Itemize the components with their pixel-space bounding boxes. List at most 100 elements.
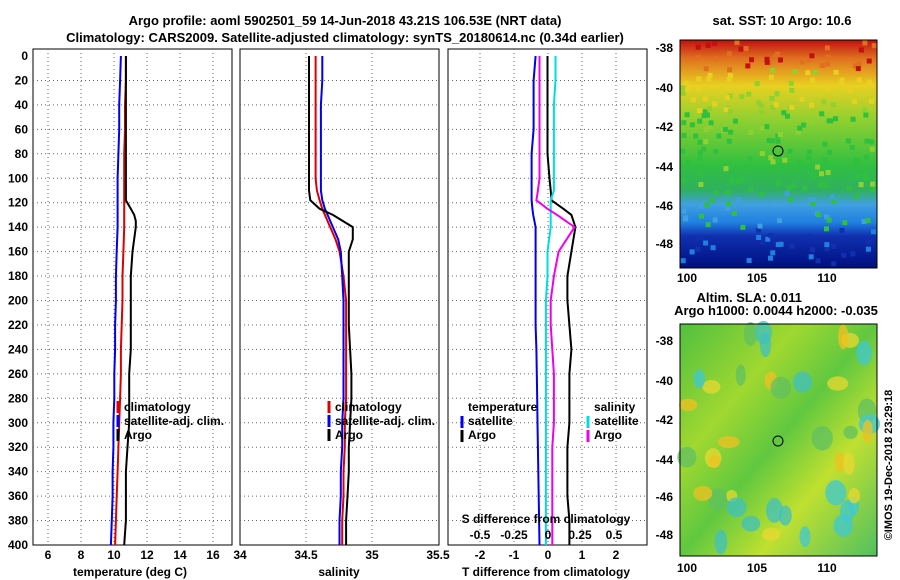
sst-pixel — [726, 51, 732, 57]
sst-pixel — [696, 86, 702, 92]
sst-pixel — [759, 191, 765, 197]
sst-pixel — [810, 77, 815, 83]
sst-pixel — [825, 54, 831, 60]
sst-pixel — [824, 242, 830, 248]
sst-lon-tick: 105 — [747, 271, 767, 285]
sst-pixel — [703, 139, 709, 145]
sst-pixel — [849, 145, 855, 150]
depth-tick-label: 200 — [8, 294, 28, 308]
sla-blob — [726, 497, 747, 518]
sst-pixel — [724, 205, 730, 210]
sst-pixel — [871, 43, 877, 49]
sdiff-tick-neg0-5: -0.5 — [470, 528, 491, 542]
sst-pixel — [703, 66, 709, 72]
salinity-x-label: salinity — [318, 565, 360, 579]
sst-pixel — [684, 112, 690, 118]
sst-pixel — [693, 133, 699, 139]
tdiff-tick-neg2: -2 — [475, 548, 486, 562]
sst-pixel — [846, 185, 852, 191]
sst-pixel — [862, 107, 868, 113]
sst-pixel — [754, 81, 760, 86]
sst-pixel — [768, 155, 774, 161]
sst-pixel — [725, 94, 730, 100]
sst-pixel — [766, 138, 772, 143]
sst-pixel — [706, 106, 712, 112]
argo-location-marker-sst — [772, 145, 784, 157]
sst-pixel — [778, 57, 783, 63]
sst-pixel — [823, 182, 829, 188]
depth-tick-label: 40 — [15, 98, 29, 112]
sst-pixel — [712, 101, 718, 107]
salinity-legend: climatology satellite-adj. clim. Argo — [327, 400, 435, 442]
sla-lat-tick: -44 — [656, 453, 674, 467]
sst-pixel — [842, 220, 848, 226]
sst-pixel — [710, 245, 716, 251]
sst-pixel — [695, 44, 701, 50]
sst-pixel — [827, 150, 833, 155]
sst-pixel — [774, 51, 780, 57]
sst-pixel — [863, 112, 869, 118]
sst-pixel — [764, 124, 770, 130]
depth-tick-label: 240 — [8, 342, 28, 356]
sst-pixel — [871, 229, 876, 235]
sst-pixel — [776, 181, 782, 187]
sst-map-frame — [679, 39, 878, 269]
sst-pixel — [817, 182, 823, 188]
legend-label-satellite-adj: satellite-adj. clim. — [124, 414, 224, 428]
sst-pixel — [756, 227, 762, 233]
sst-pixel — [825, 170, 831, 175]
sst-pixel — [689, 122, 695, 128]
depth-tick-label: 220 — [8, 318, 28, 332]
sla-lat-tick: -40 — [656, 374, 674, 388]
sla-lon-ticks: 100 105 110 — [677, 561, 837, 575]
sst-pixel — [765, 236, 771, 242]
sst-pixel — [784, 190, 790, 196]
sla-lon-tick: 100 — [677, 561, 697, 575]
series-line-argo — [308, 56, 354, 545]
sst-pixel — [704, 202, 710, 208]
sst-pixel — [768, 74, 774, 80]
sst-pixel — [764, 59, 770, 65]
sst-pixel — [774, 165, 780, 171]
diff-legend-sal-argo-label: Argo — [594, 428, 622, 442]
sst-pixel — [782, 157, 788, 163]
sst-pixel — [806, 57, 812, 63]
sst-pixel — [858, 182, 864, 188]
sst-pixel — [685, 159, 691, 165]
sst-pixel — [864, 175, 870, 181]
sla-lat-tick: -48 — [656, 528, 674, 542]
sla-blob — [838, 324, 849, 350]
sst-pixel — [854, 173, 860, 179]
sst-pixel — [770, 138, 776, 144]
sst-pixel — [696, 76, 702, 82]
sst-pixel — [759, 109, 765, 115]
sla-blob — [702, 380, 721, 394]
sst-pixel — [713, 190, 719, 196]
sla-blob — [693, 485, 713, 501]
depth-tick-label: 380 — [8, 514, 28, 528]
series-layer — [109, 55, 577, 546]
sst-pixel — [829, 194, 835, 200]
sla-lat-tick: -42 — [656, 413, 674, 427]
sst-pixel — [802, 186, 808, 191]
sst-pixel — [854, 158, 860, 164]
sst-pixel — [808, 254, 814, 260]
sst-pixel — [723, 166, 729, 172]
sst-pixel — [826, 217, 832, 223]
sst-pixel — [700, 146, 706, 152]
sst-pixel — [683, 80, 689, 86]
sst-pixel — [707, 124, 713, 130]
sla-map-title-2: Argo h1000: 0.0044 h2000: -0.035 — [674, 303, 878, 318]
sst-pixel — [824, 246, 830, 252]
sst-pixel — [738, 46, 744, 52]
sst-pixel — [815, 258, 821, 264]
sla-lat-tick: -38 — [656, 334, 674, 348]
sst-pixel — [706, 76, 712, 82]
sst-pixel — [789, 105, 795, 111]
sla-lat-tick: -46 — [656, 490, 674, 504]
sdiff-tick-0: 0 — [545, 528, 552, 542]
sst-lat-tick: -38 — [656, 41, 674, 55]
sst-pixel — [856, 77, 862, 83]
sst-pixel — [743, 46, 749, 52]
sst-pixel — [744, 164, 750, 170]
